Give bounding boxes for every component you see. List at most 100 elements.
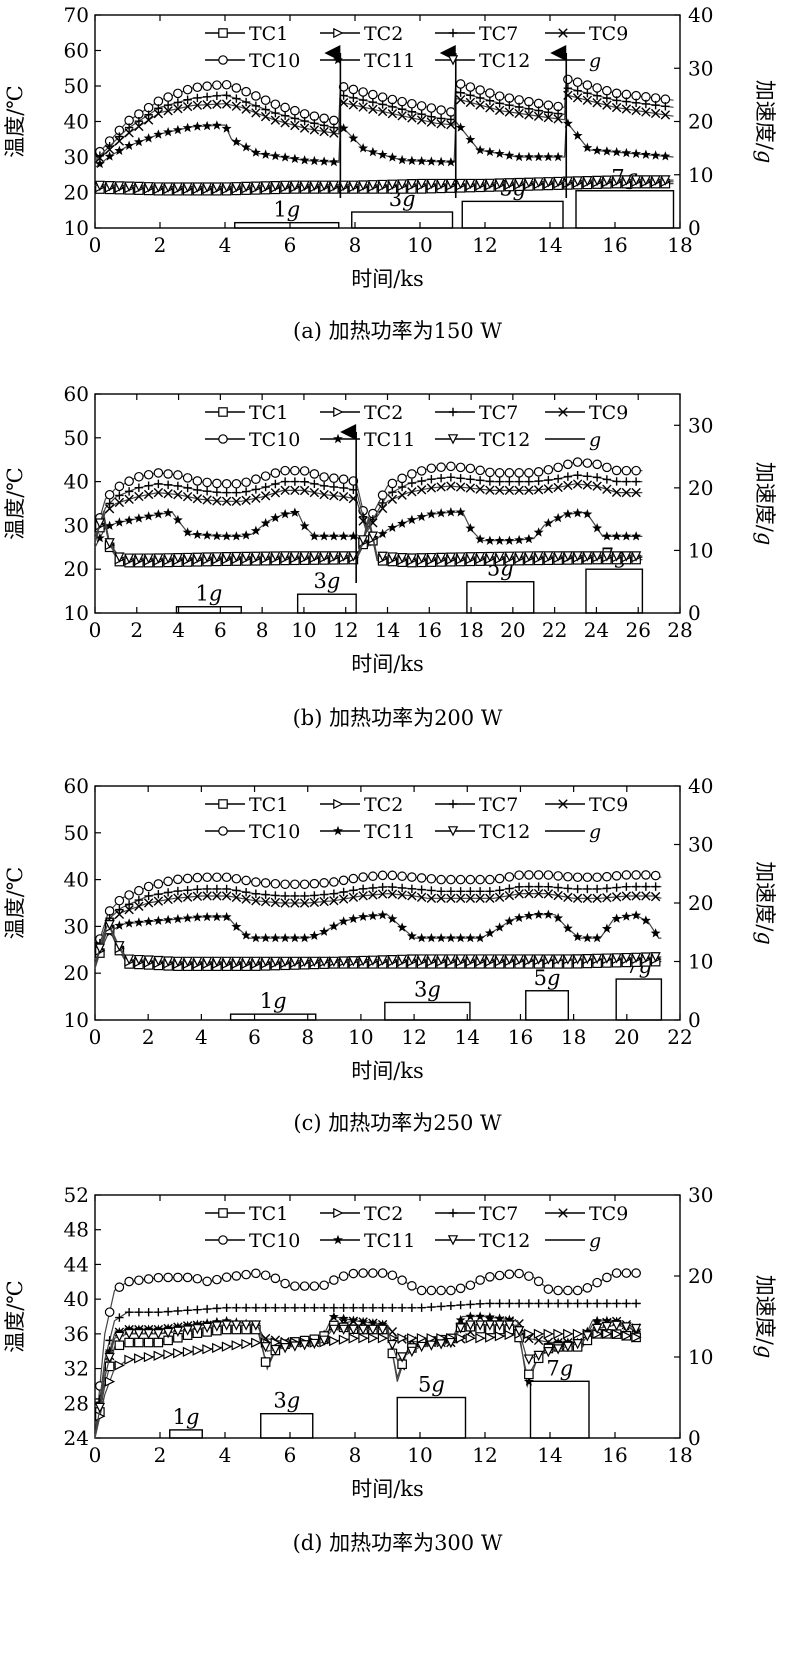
- data-point-tc10: [572, 457, 583, 467]
- x-tick-label: 26: [625, 618, 650, 642]
- legend-marker-tc1: [218, 28, 228, 38]
- data-point-tc7: [329, 482, 339, 492]
- data-point-tc9: [202, 891, 212, 901]
- data-point-tc10: [650, 870, 661, 881]
- data-point-tc12: [231, 551, 242, 563]
- data-point-tc12: [591, 953, 603, 965]
- data-point-tc12: [231, 956, 242, 968]
- data-point-tc10: [251, 91, 261, 101]
- y-tick-label: 48: [64, 1218, 89, 1242]
- data-point-tc10: [436, 1285, 446, 1296]
- data-point-tc12: [591, 175, 603, 187]
- legend-item-tc11: TC11: [320, 50, 415, 72]
- x-tick-label: 6: [214, 618, 227, 642]
- data-point-tc10: [202, 1276, 212, 1287]
- data-point-tc9: [485, 103, 495, 113]
- data-point-tc12: [543, 551, 554, 562]
- data-point-tc11: [553, 1337, 564, 1347]
- data-point-tc10: [572, 872, 583, 883]
- data-point-tc12: [416, 553, 427, 564]
- series-tc9: [94, 888, 662, 960]
- series-tc11: [94, 909, 662, 965]
- data-point-tc10: [602, 85, 612, 96]
- data-point-tc11: [270, 150, 281, 161]
- data-point-tc12: [143, 553, 154, 564]
- data-point-tc11: [94, 158, 105, 169]
- y-tick-label: 32: [64, 1357, 89, 1381]
- data-point-tc7: [622, 97, 631, 106]
- x-tick-label: 0: [89, 1443, 102, 1467]
- data-point-tc9: [143, 115, 154, 125]
- data-point-tc7: [563, 472, 573, 481]
- data-point-tc7: [602, 475, 612, 484]
- x-tick-label: 8: [349, 1443, 362, 1467]
- data-point-tc12: [562, 551, 574, 562]
- data-point-tc11: [299, 155, 310, 165]
- data-point-tc11: [163, 914, 174, 925]
- data-point-tc10: [221, 79, 232, 90]
- data-point-tc10: [621, 870, 632, 880]
- data-point-tc11: [611, 913, 622, 923]
- x-tick-label: 12: [333, 618, 358, 642]
- y-tick-label: 50: [64, 426, 89, 450]
- data-point-tc7: [300, 1303, 309, 1313]
- data-point-tc11: [533, 151, 544, 162]
- data-point-tc12: [299, 956, 310, 968]
- data-point-tc12: [504, 954, 515, 965]
- legend-marker-tc9: [558, 407, 568, 417]
- data-point-tc7: [456, 1300, 465, 1310]
- legend-label: TC11: [364, 50, 415, 72]
- data-point-tc12: [435, 1339, 447, 1350]
- data-point-tc11: [601, 923, 612, 933]
- data-point-tc12: [630, 175, 642, 186]
- data-point-tc12: [455, 954, 466, 965]
- data-point-tc9: [212, 496, 222, 506]
- data-point-tc12: [474, 954, 486, 965]
- data-point-tc2: [572, 1328, 584, 1340]
- data-point-tc11: [416, 155, 427, 166]
- legend-item-tc10: TC10: [205, 429, 300, 451]
- data-point-tc11: [241, 142, 252, 152]
- data-point-tc12: [299, 551, 310, 562]
- data-point-tc11: [221, 911, 232, 922]
- data-point-tc7: [563, 83, 573, 93]
- legend-label: TC7: [479, 794, 518, 816]
- y2-tick-label: 10: [688, 163, 713, 187]
- data-point-tc11: [153, 509, 164, 519]
- data-point-tc11: [406, 930, 417, 941]
- data-point-tc12: [309, 180, 320, 191]
- legend-item-tc10: TC10: [205, 1230, 300, 1252]
- data-point-tc7: [280, 1303, 290, 1313]
- data-point-tc7: [222, 1303, 231, 1313]
- data-point-tc11: [475, 1311, 486, 1321]
- data-point-tc9: [377, 503, 388, 514]
- data-point-tc11: [426, 932, 437, 943]
- data-point-tc12: [279, 551, 291, 562]
- data-point-tc7: [495, 477, 504, 486]
- data-point-tc12: [435, 954, 447, 965]
- data-point-tc7: [261, 105, 270, 114]
- data-point-tc11: [328, 531, 339, 541]
- data-point-tc10: [104, 489, 115, 500]
- data-point-tc7: [378, 100, 387, 109]
- data-point-tc10: [212, 1274, 222, 1285]
- data-point-tc10: [124, 1276, 134, 1287]
- data-point-tc7: [534, 1299, 543, 1308]
- data-point-tc12: [348, 180, 359, 191]
- data-point-tc12: [523, 954, 535, 965]
- data-point-tc11: [367, 1318, 378, 1328]
- data-point-tc12: [416, 178, 427, 190]
- data-point-tc11: [172, 913, 183, 924]
- x-tick-label: 18: [667, 1443, 692, 1467]
- data-point-tc11: [172, 1321, 183, 1332]
- x-tick-label: 16: [602, 233, 627, 257]
- data-point-tc11: [172, 124, 183, 135]
- data-point-tc10: [338, 875, 349, 886]
- data-point-tc11: [319, 531, 330, 541]
- data-point-tc10: [280, 1278, 290, 1289]
- data-point-tc7: [651, 882, 660, 891]
- data-point-tc7: [466, 91, 475, 100]
- series-tc7: [94, 882, 662, 958]
- data-point-tc12: [192, 182, 203, 193]
- data-point-tc7: [456, 88, 465, 97]
